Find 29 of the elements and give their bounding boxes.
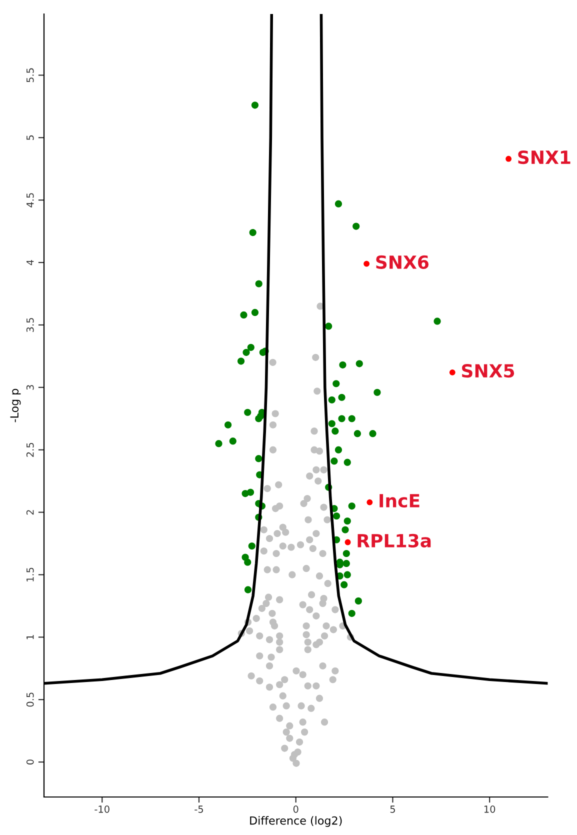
annotation: IncE [380, 494, 420, 508]
y-tick-label: 4 [26, 260, 34, 266]
y-tick-label: 0 [26, 760, 34, 764]
annotation: SNX6 [376, 255, 429, 269]
annotation: SNX5 [462, 364, 514, 378]
x-tick-label: 5 [390, 806, 395, 813]
x-tick-label: -5 [194, 806, 203, 813]
y-tick-label: 0.5 [26, 692, 34, 707]
annotation: RPL13a [358, 534, 431, 548]
point [366, 499, 373, 506]
annotation: SNX1 [518, 150, 570, 164]
y-tick-label: 3 [26, 385, 34, 390]
y-tick-label: 1 [26, 634, 34, 640]
y-tick-label: 5 [26, 135, 34, 140]
y-tick-label: 3.5 [26, 318, 34, 332]
y-tick-label: 1.5 [26, 568, 34, 582]
x-tick-label: 10 [484, 806, 496, 813]
y-tick-label: 5.5 [26, 68, 34, 82]
y-tick-label: 2.5 [26, 442, 34, 457]
x-axis-title: Difference (log2) [250, 816, 342, 827]
x-tick-label: 0 [293, 806, 298, 813]
y-tick-label: 4.5 [26, 193, 34, 208]
x-tick-label: -10 [94, 806, 110, 813]
point [364, 260, 370, 267]
y-tick-label: 2 [26, 510, 34, 515]
point [449, 369, 456, 376]
point [344, 539, 351, 546]
point [506, 156, 512, 162]
y-axis-title: -Log p [10, 388, 21, 422]
